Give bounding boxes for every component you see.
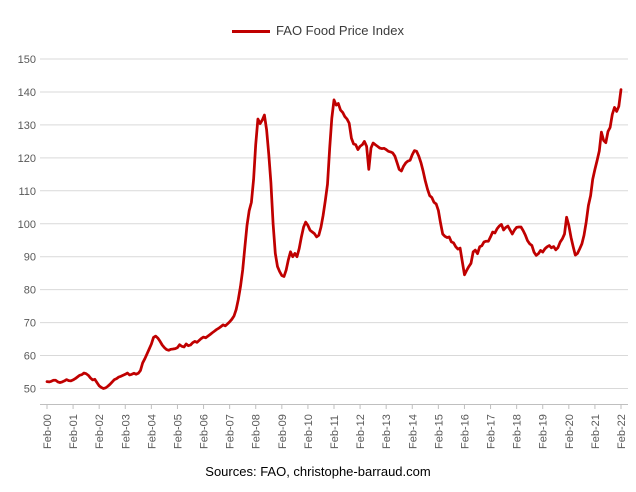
y-axis-tick-label: 100 [18,219,36,231]
x-axis-tick-label: Feb-14 [407,414,419,449]
y-axis-tick-label: 120 [18,153,36,165]
x-axis-tick-label: Feb-16 [459,414,471,449]
fao-food-price-index-line [45,88,623,390]
x-axis-tick-label: Feb-05 [172,414,184,449]
x-axis-tick-label: Feb-07 [225,414,237,449]
x-axis-tick-label: Feb-22 [616,414,628,449]
y-axis-tick-label: 90 [24,252,36,264]
x-axis-tick-label: Feb-15 [433,414,445,449]
legend-label: FAO Food Price Index [276,23,404,38]
y-axis-tick-label: 130 [18,120,36,132]
x-axis-tick-label: Feb-12 [355,414,367,449]
legend-line-sample [232,29,271,33]
x-axis-tick-label: Feb-08 [251,414,263,449]
x-axis-tick-label: Feb-13 [381,414,393,449]
y-axis-tick-label: 140 [18,87,36,99]
x-axis-tick-label: Feb-01 [68,414,80,449]
y-axis-tick-label: 110 [18,186,36,198]
x-axis-tick-label: Feb-09 [277,414,289,449]
x-axis-tick-label: Feb-02 [94,414,106,449]
x-axis-tick-label: Feb-00 [42,414,54,449]
x-axis-tick-label: Feb-04 [146,414,158,449]
x-axis-tick-label: Feb-11 [329,415,341,449]
y-axis-tick-label: 150 [18,54,36,66]
x-axis-tick-label: Feb-21 [590,414,602,449]
x-axis-tick-label: Feb-18 [512,414,524,449]
y-axis-tick-label: 70 [24,318,36,330]
x-axis-tick-label: Feb-17 [486,414,498,449]
y-axis-tick-label: 60 [24,351,36,363]
x-axis-tick-label: Feb-03 [120,414,132,449]
y-axis-tick-label: 80 [24,285,36,297]
x-axis-tick-label: Feb-20 [564,414,576,449]
sources-caption: Sources: FAO, christophe-barraud.com [205,464,431,479]
chart-legend: FAO Food Price Index [0,22,636,40]
x-axis-tick-label: Feb-10 [303,414,315,449]
x-axis-tick-label: Feb-19 [538,414,550,449]
x-axis-tick-label: Feb-06 [199,414,211,449]
y-axis-tick-label: 50 [24,384,36,396]
